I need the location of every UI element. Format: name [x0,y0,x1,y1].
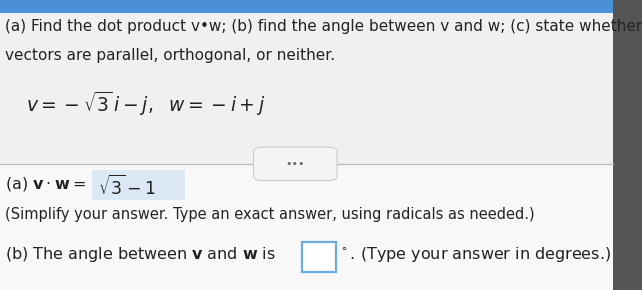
FancyBboxPatch shape [254,147,337,180]
Text: $v = -\sqrt{3}\,i - j,$  $w = -i+j$: $v = -\sqrt{3}\,i - j,$ $w = -i+j$ [26,90,265,118]
FancyBboxPatch shape [302,242,336,272]
Text: (b) The angle between $\mathbf{v}$ and $\mathbf{w}$ is: (b) The angle between $\mathbf{v}$ and $… [5,245,276,264]
Text: •••: ••• [286,159,305,169]
Text: $\sqrt{3}-1$: $\sqrt{3}-1$ [98,175,157,199]
Text: $^\circ$. (Type your answer in degrees.): $^\circ$. (Type your answer in degrees.) [338,245,611,264]
Text: (a) Find the dot product v•w; (b) find the angle between v and w; (c) state whet: (a) Find the dot product v•w; (b) find t… [5,19,642,34]
Text: (Simplify your answer. Type an exact answer, using radicals as needed.): (Simplify your answer. Type an exact ans… [5,207,535,222]
FancyBboxPatch shape [92,170,185,200]
Text: vectors are parallel, orthogonal, or neither.: vectors are parallel, orthogonal, or nei… [5,48,335,63]
Bar [613,0,642,290]
Bar [0,0,642,164]
Bar [0,0,613,13]
Text: (a) $\mathbf{v}\cdot\mathbf{w} = $: (a) $\mathbf{v}\cdot\mathbf{w} = $ [5,175,86,193]
Bar [0,164,642,290]
